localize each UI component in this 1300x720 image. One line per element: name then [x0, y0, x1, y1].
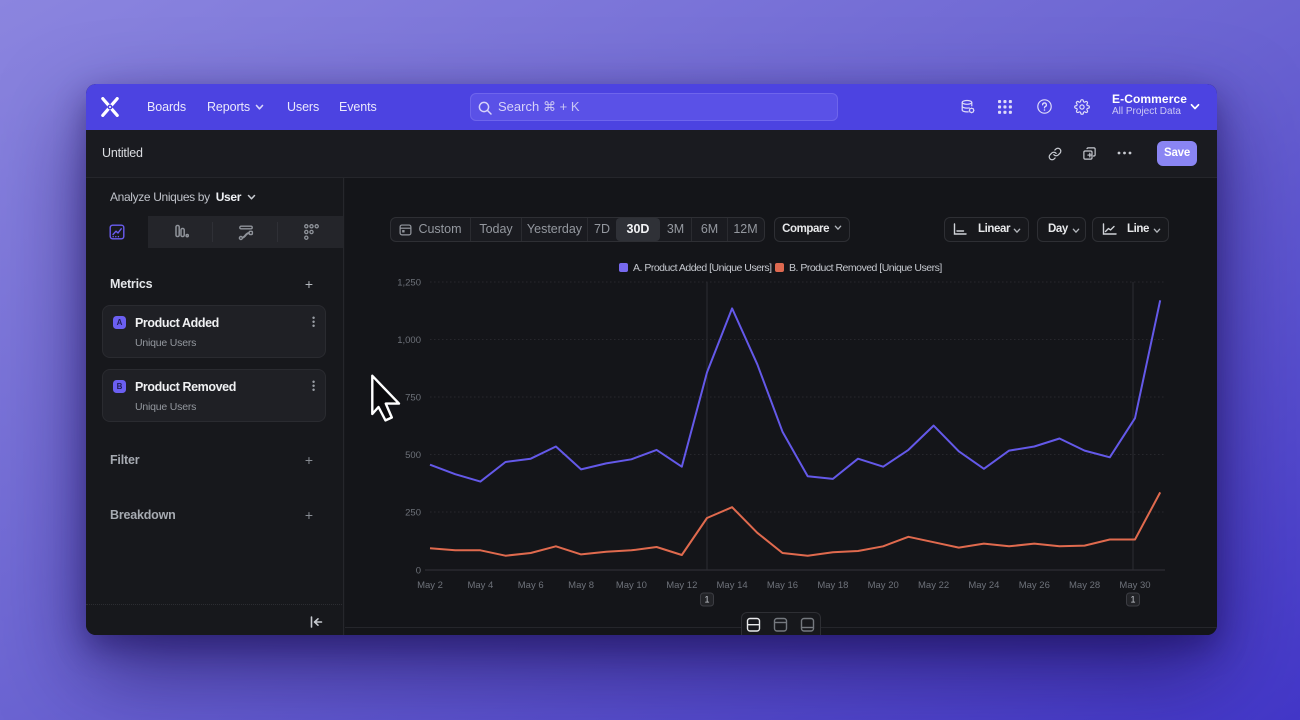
svg-text:750: 750	[405, 393, 421, 404]
svg-text:250: 250	[405, 508, 421, 519]
svg-text:May 20: May 20	[868, 580, 899, 591]
svg-text:May 24: May 24	[968, 580, 999, 591]
svg-text:May 14: May 14	[717, 580, 748, 591]
svg-text:May 4: May 4	[467, 580, 493, 591]
svg-text:500: 500	[405, 450, 421, 461]
svg-text:May 26: May 26	[1019, 580, 1050, 591]
svg-text:May 18: May 18	[817, 580, 848, 591]
svg-text:May 10: May 10	[616, 580, 647, 591]
svg-text:May 16: May 16	[767, 580, 798, 591]
svg-text:1: 1	[704, 595, 709, 605]
svg-text:May 22: May 22	[918, 580, 949, 591]
svg-text:May 28: May 28	[1069, 580, 1100, 591]
svg-text:1: 1	[1130, 595, 1135, 605]
svg-text:May 6: May 6	[518, 580, 544, 591]
svg-text:May 12: May 12	[666, 580, 697, 591]
svg-text:May 30: May 30	[1119, 580, 1150, 591]
svg-text:1,250: 1,250	[397, 278, 421, 289]
svg-text:0: 0	[416, 566, 421, 577]
svg-text:1,000: 1,000	[397, 335, 421, 346]
svg-text:May 2: May 2	[417, 580, 443, 591]
svg-text:May 8: May 8	[568, 580, 594, 591]
